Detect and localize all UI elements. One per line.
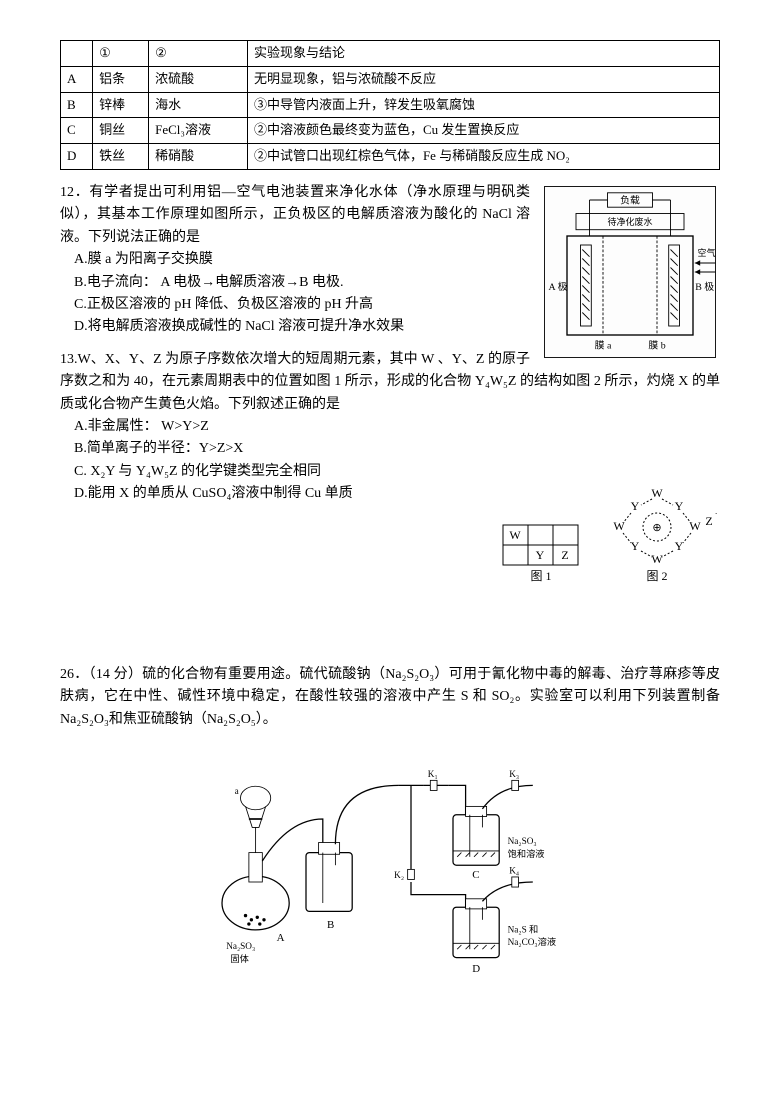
question-13: 13.W、X、Y、Z 为原子序数依次增大的短周期元素，其中 W 、Y、Z 的原子… (60, 349, 720, 594)
svg-text:W: W (689, 519, 701, 533)
svg-text:B: B (327, 919, 334, 931)
svg-text:固体: 固体 (230, 953, 248, 964)
svg-text:Na₂S 和: Na₂S 和 (508, 924, 539, 934)
q13-stem: W、X、Y、Z 为原子序数依次增大的短周期元素，其中 W 、Y、Z 的原子序数之… (60, 352, 720, 412)
svg-text:K₁: K₁ (428, 769, 438, 779)
svg-text:−: − (715, 509, 717, 520)
ring-structure-icon: W Y Y W W Y Y W ⊕ Z − 图 2 (597, 485, 717, 585)
svg-text:W: W (651, 486, 663, 500)
q13-optB: B.简单离子的半径：Y>Z>X (60, 438, 720, 460)
q13-figures: W Y Z 图 1 W Y Y W W Y Y W ⊕ Z − (490, 485, 720, 593)
cell-c0: C (61, 118, 93, 144)
svg-text:A: A (277, 932, 285, 944)
periodic-fragment-icon: W Y Z 图 1 (493, 515, 593, 585)
cell-d1: 铁丝 (93, 144, 149, 170)
q13-num: 13. (60, 352, 78, 367)
svg-text:Z: Z (705, 514, 712, 528)
cell-d2: 稀硝酸 (149, 144, 248, 170)
cell-a0: A (61, 66, 93, 92)
th-2: ② (149, 41, 248, 67)
th-1: ① (93, 41, 149, 67)
q13-optC: C. X₂Y 与 Y₄W₅Z 的化学键类型完全相同 (60, 461, 720, 483)
svg-text:图 2: 图 2 (646, 569, 667, 583)
cell-d0: D (61, 144, 93, 170)
svg-text:K₂: K₂ (394, 870, 404, 880)
q26-num: 26． (60, 667, 89, 682)
svg-text:W: W (613, 519, 625, 533)
svg-text:Y: Y (674, 539, 683, 553)
cell-a1: 铝条 (93, 66, 149, 92)
th-blank (61, 41, 93, 67)
cell-d3: ②中试管口出现红棕色气体，Fe 与稀硝酸反应生成 NO₂ (247, 144, 719, 170)
q13-optA: A.非金属性： W>Y>Z (60, 416, 720, 438)
svg-text:D: D (472, 963, 480, 975)
q12-num: 12． (60, 185, 89, 200)
svg-text:负载: 负载 (620, 194, 640, 207)
question-12: 负载 待净化废水 A 极 B 极 空气 膜 a 膜 b 12．有学者提出可利用铝… (60, 182, 720, 339)
cell-b3: ③中导管内液面上升，锌发生吸氧腐蚀 (247, 92, 719, 118)
cell-c3: ②中溶液颜色最终变为蓝色，Cu 发生置换反应 (247, 118, 719, 144)
cell-c1: 铜丝 (93, 118, 149, 144)
svg-text:Na₂CO₃溶液: Na₂CO₃溶液 (508, 936, 557, 947)
svg-text:C: C (472, 869, 479, 881)
svg-text:W: W (651, 552, 663, 566)
q26-stem: （14 分）硫的化合物有重要用途。硫代硫酸钠（Na₂S₂O₃）可用于氰化物中毒的… (60, 667, 720, 727)
svg-text:Y: Y (674, 499, 683, 513)
cell-c2: FeCl₃溶液 (149, 118, 248, 144)
svg-text:W: W (510, 528, 522, 542)
apparatus-diagram: a Na₂SO₃ 固体 A B K₁ C Na₂SO₃ 饱和溶液 (180, 741, 600, 981)
svg-text:K₃: K₃ (509, 769, 519, 779)
cell-b1: 锌棒 (93, 92, 149, 118)
question-26: 26．（14 分）硫的化合物有重要用途。硫代硫酸钠（Na₂S₂O₃）可用于氰化物… (60, 664, 720, 981)
svg-text:饱和溶液: 饱和溶液 (508, 848, 545, 859)
svg-text:待净化废水: 待净化废水 (607, 216, 652, 227)
svg-text:⊕: ⊕ (652, 522, 661, 534)
q12-stem: 有学者提出可利用铝—空气电池装置来净化水体（净水原理与明矾类似），其基本工作原理… (60, 185, 530, 245)
svg-text:Y: Y (536, 548, 545, 562)
battery-diagram: 负载 待净化废水 A 极 B 极 空气 膜 a 膜 b (540, 182, 720, 362)
experiment-table: ① ② 实验现象与结论 A 铝条 浓硫酸 无明显现象，铝与浓硫酸不反应 B 锌棒… (60, 40, 720, 170)
svg-text:B 极: B 极 (695, 280, 714, 293)
svg-text:Y: Y (630, 539, 639, 553)
svg-text:Y: Y (630, 499, 639, 513)
svg-text:空气: 空气 (697, 247, 715, 258)
cell-a3: 无明显现象，铝与浓硫酸不反应 (247, 66, 719, 92)
svg-text:a: a (235, 786, 239, 796)
svg-text:Na₂SO₃: Na₂SO₃ (226, 941, 255, 951)
svg-text:K₄: K₄ (509, 866, 519, 876)
svg-text:A 极: A 极 (549, 280, 568, 293)
svg-text:Na₂SO₃: Na₂SO₃ (508, 836, 537, 846)
th-3: 实验现象与结论 (247, 41, 719, 67)
cell-b2: 海水 (149, 92, 248, 118)
cell-b0: B (61, 92, 93, 118)
svg-text:图 1: 图 1 (531, 569, 552, 583)
cell-a2: 浓硫酸 (149, 66, 248, 92)
svg-text:Z: Z (562, 548, 569, 562)
